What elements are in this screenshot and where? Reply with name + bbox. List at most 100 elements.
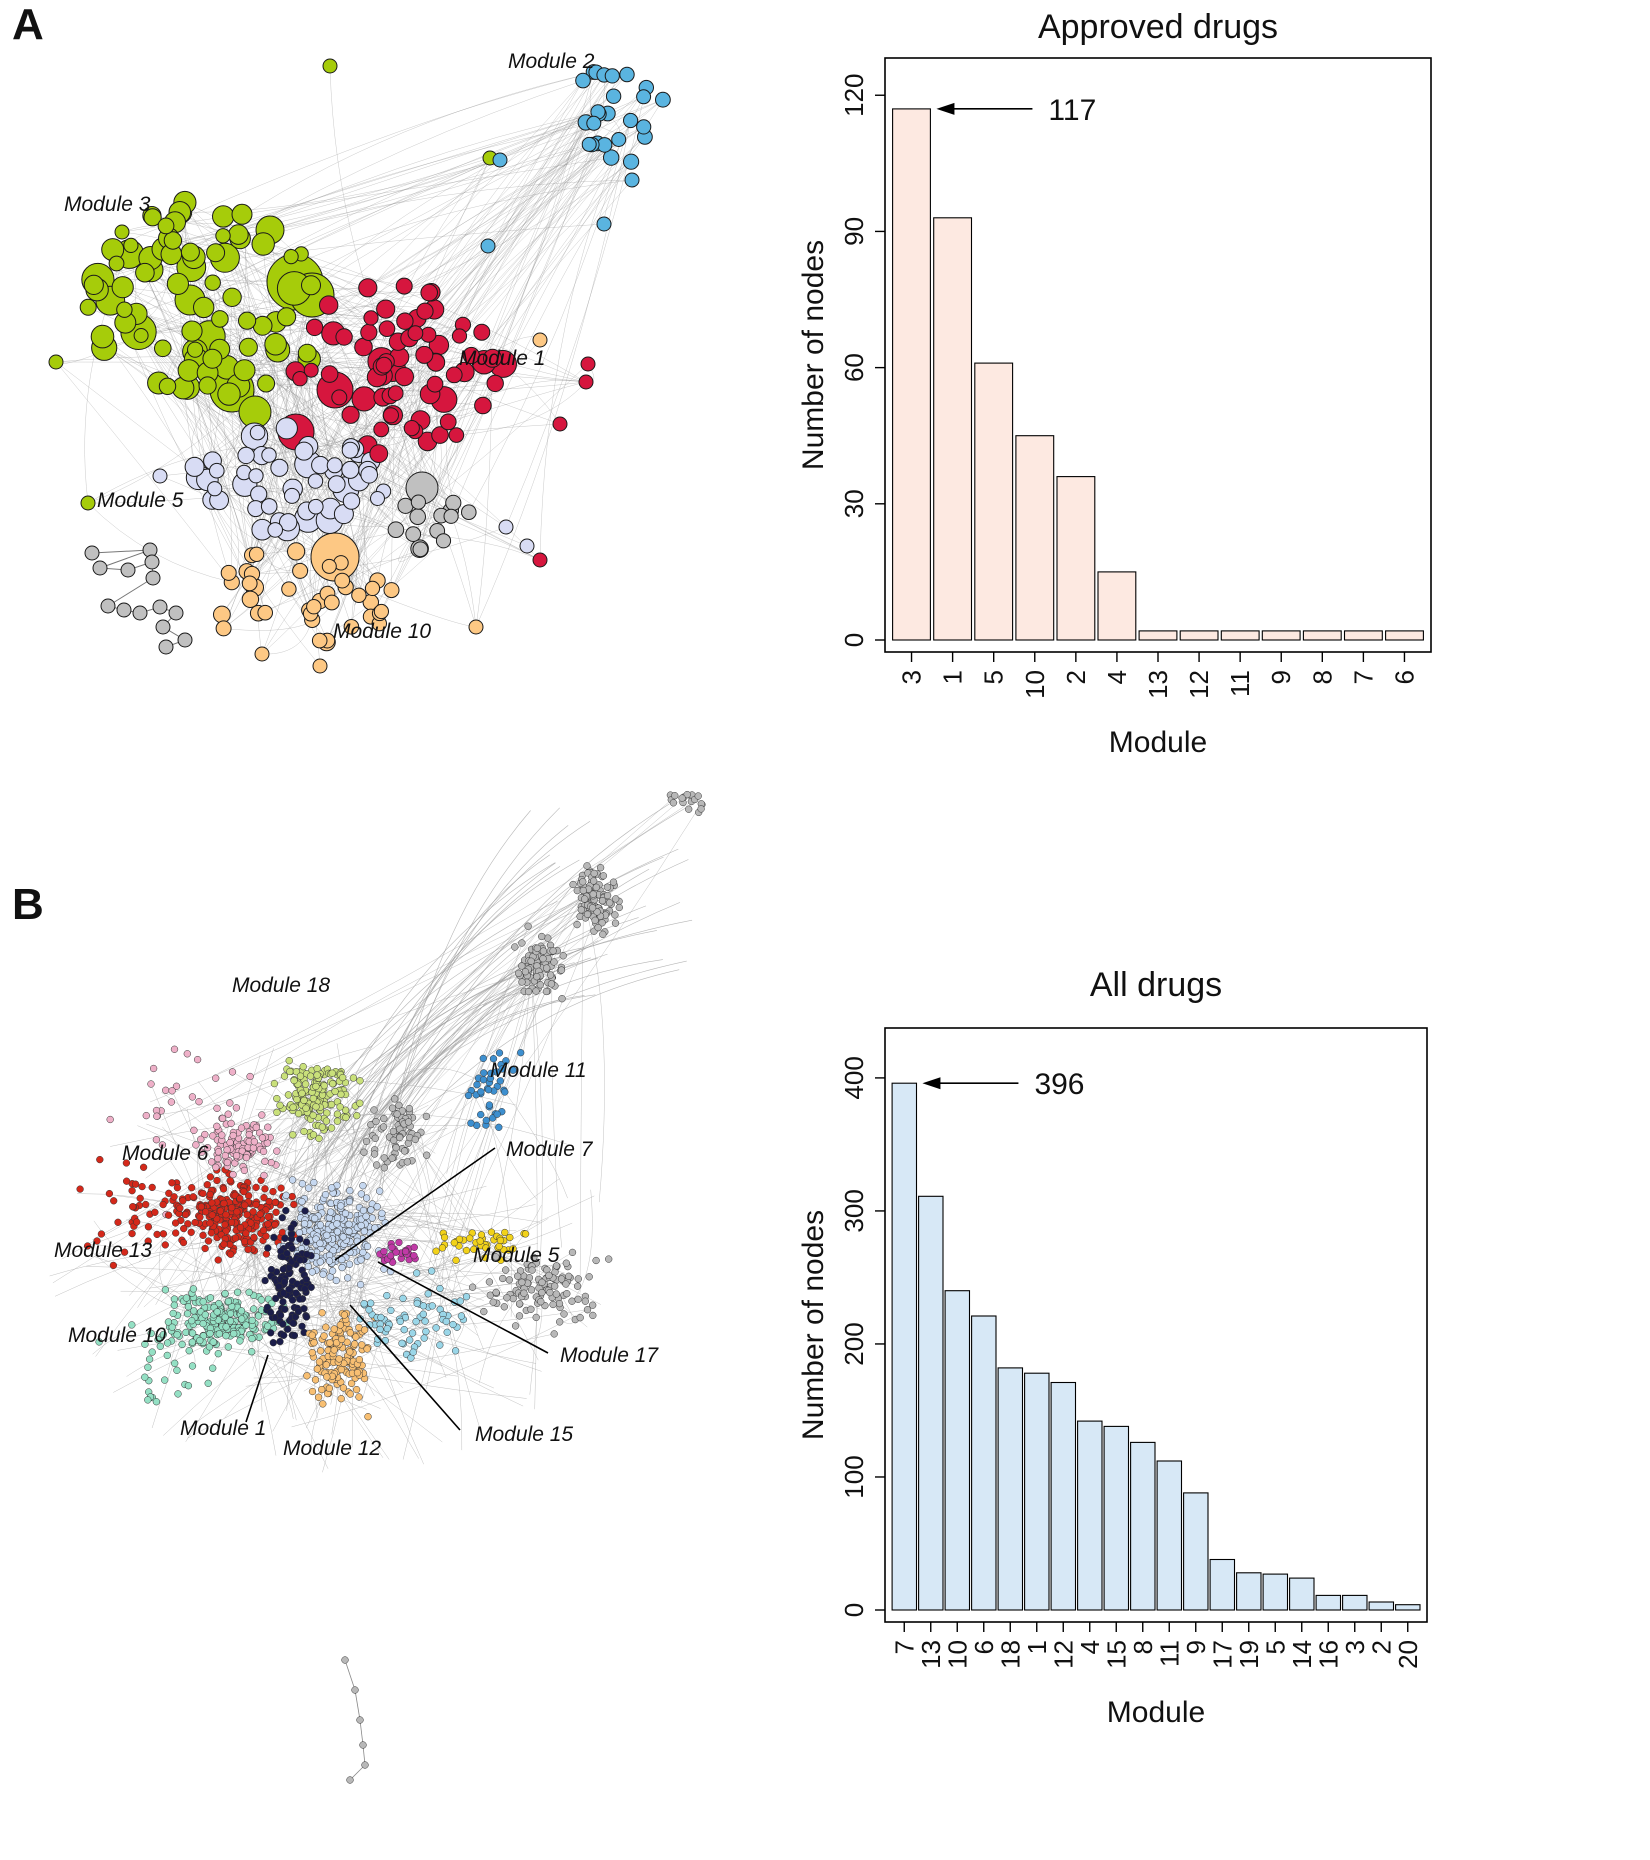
network-node	[151, 1208, 159, 1216]
network-node	[241, 590, 260, 608]
network-node	[615, 903, 623, 912]
network-edge	[340, 358, 493, 563]
network-node	[328, 1184, 336, 1192]
network-node	[586, 115, 602, 131]
network-node	[341, 405, 360, 424]
network-node	[145, 1355, 154, 1363]
network-node	[188, 1317, 196, 1325]
network-node	[185, 1347, 193, 1355]
network-node	[538, 1278, 546, 1286]
x-tick-label: 5	[1260, 1640, 1290, 1654]
module-label: Module 18	[232, 974, 330, 997]
network-node	[482, 1244, 490, 1252]
network-node	[260, 1171, 268, 1180]
network-node	[398, 1339, 406, 1347]
network-node	[271, 1198, 279, 1206]
network-node	[408, 1329, 417, 1337]
network-edge	[303, 405, 483, 452]
network-node	[473, 1081, 481, 1089]
network-a: Module 2 Module 3 Module 1 Module 5 Module 1…	[48, 50, 671, 674]
network-node	[270, 1233, 278, 1242]
network-node	[189, 1285, 198, 1293]
network-node	[240, 1188, 248, 1196]
network-node	[636, 89, 652, 105]
network-node	[256, 1210, 264, 1218]
network-node	[379, 1123, 388, 1131]
network-node	[357, 1256, 365, 1264]
network-node	[188, 1338, 196, 1346]
network-node	[428, 1302, 436, 1310]
network-node	[432, 1247, 440, 1255]
network-node	[152, 468, 168, 484]
x-tick-label: 11	[1154, 1640, 1184, 1667]
network-node	[155, 619, 171, 635]
bar	[1050, 1381, 1077, 1611]
chart-title: All drugs	[1090, 966, 1222, 1004]
network-node	[308, 1268, 316, 1276]
network-node	[380, 1154, 388, 1162]
network-node	[410, 1252, 418, 1260]
network-node	[280, 1331, 288, 1339]
network-node	[273, 1147, 281, 1155]
network-node	[533, 944, 541, 952]
network-node	[552, 1262, 561, 1270]
network-node	[568, 1297, 576, 1305]
network-node	[583, 862, 591, 870]
network-node	[168, 1179, 176, 1187]
network-node	[261, 447, 277, 463]
network-node	[90, 324, 115, 349]
network-node	[487, 1228, 496, 1236]
network-node	[678, 794, 686, 802]
network-node	[579, 878, 587, 886]
network-node	[170, 1045, 179, 1053]
network-node	[518, 939, 526, 947]
network-node	[241, 575, 258, 592]
network-node	[603, 149, 620, 166]
network-node	[563, 1290, 571, 1298]
network-node	[322, 1323, 330, 1331]
network-node	[302, 1275, 310, 1284]
network-edge	[254, 1250, 380, 1399]
network-node	[493, 1110, 501, 1118]
network-node	[231, 1234, 240, 1242]
chart-title: Approved drugs	[1038, 8, 1278, 46]
network-node	[539, 947, 548, 955]
bar	[1056, 476, 1096, 641]
network-node	[473, 323, 491, 341]
network-node	[505, 1276, 513, 1284]
network-node	[307, 1283, 315, 1291]
network-node	[588, 904, 597, 912]
network-node	[250, 1138, 259, 1146]
network-node	[199, 1189, 207, 1198]
network-node	[264, 1213, 272, 1221]
network-node	[327, 1124, 336, 1132]
network-node	[215, 1299, 223, 1308]
network-edge	[307, 126, 644, 354]
network-node	[259, 1226, 268, 1235]
network-node	[171, 1359, 179, 1367]
network-node	[380, 1114, 388, 1123]
x-tick-label: 17	[1207, 1640, 1237, 1669]
network-node	[122, 1177, 131, 1185]
network-edge	[122, 287, 340, 398]
network-node	[606, 899, 614, 907]
network-node	[139, 1163, 148, 1171]
network-node	[331, 389, 348, 406]
x-tick-label: 2	[1061, 670, 1091, 684]
network-node	[502, 1266, 510, 1274]
network-node	[532, 332, 548, 348]
network-node	[410, 494, 426, 510]
network-node	[272, 1208, 280, 1216]
network-edge	[240, 179, 633, 239]
network-node	[476, 1237, 484, 1245]
network-node	[233, 359, 256, 382]
network-node	[264, 332, 287, 356]
network-edge	[162, 1231, 338, 1350]
network-node	[116, 301, 133, 318]
network-node	[360, 1148, 368, 1156]
network-node	[286, 1067, 294, 1076]
x-axis-title: Module	[1109, 726, 1207, 759]
network-node	[335, 1355, 343, 1363]
network-edge	[381, 136, 646, 430]
y-tick-label: 300	[839, 1189, 869, 1232]
